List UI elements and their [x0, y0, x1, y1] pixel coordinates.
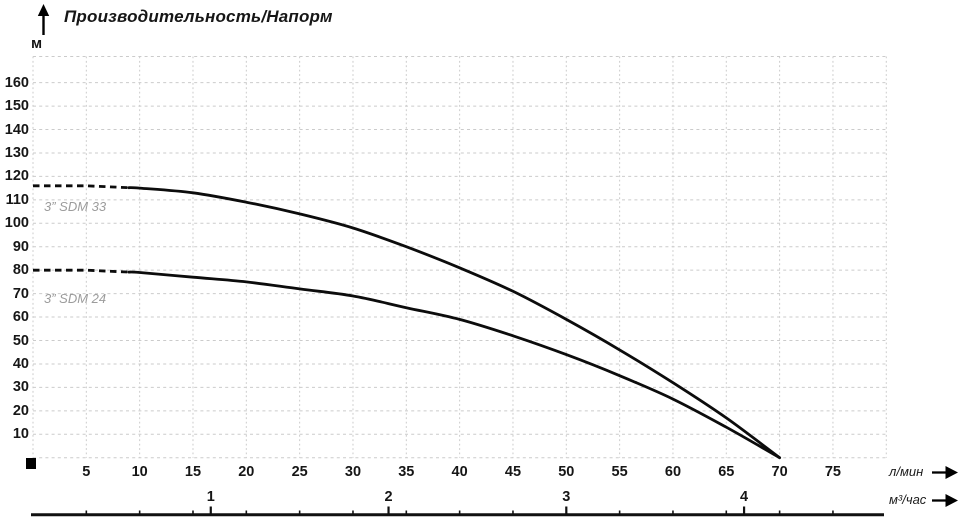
x-tick-label: 30 — [344, 463, 362, 480]
secondary-x-axis-unit-label: м³/час — [889, 492, 927, 507]
y-tick-label: 20 — [12, 402, 29, 419]
curve-1 — [127, 270, 781, 460]
secondary-axis — [31, 506, 884, 517]
y-tick-label: 10 — [12, 426, 29, 443]
y-axis-arrow-icon — [37, 4, 50, 35]
secondary-x-axis-arrow-icon — [932, 494, 958, 507]
x-axis-unit-label: л/мин — [889, 464, 924, 479]
secondary-x-tick-label: 1 — [206, 489, 215, 505]
curves — [33, 184, 781, 460]
x-tick-label: 10 — [131, 463, 148, 480]
x-tick-label: 65 — [718, 463, 735, 480]
chart-title: Производительность/Напорм — [64, 7, 333, 26]
x-tick-label: 45 — [504, 463, 522, 480]
x-tick-label: 5 — [82, 463, 91, 480]
series-label-sdm33: 3” SDM 33 — [44, 199, 107, 214]
x-tick-label: 25 — [291, 463, 308, 480]
y-tick-label: 120 — [4, 168, 29, 185]
x-tick-label: 75 — [824, 463, 841, 480]
x-tick-label: 55 — [611, 463, 628, 480]
x-tick-label: 40 — [451, 463, 468, 480]
grid — [32, 56, 887, 459]
series-label-sdm24: 3” SDM 24 — [44, 291, 107, 306]
y-tick-label: 100 — [4, 215, 29, 232]
secondary-x-tick-label: 3 — [562, 489, 571, 505]
y-tick-label: 30 — [12, 379, 29, 396]
y-tick-label: 40 — [12, 355, 29, 372]
curve-0 — [127, 186, 781, 460]
y-tick-label: 60 — [12, 309, 29, 326]
origin-marker — [26, 458, 36, 469]
y-tick-label: 50 — [12, 332, 29, 349]
x-tick-label: 50 — [558, 463, 575, 480]
x-tick-label: 60 — [664, 463, 682, 480]
curve-dashed-segment-1 — [33, 268, 130, 274]
x-tick-label: 35 — [398, 463, 415, 480]
y-tick-label: 140 — [4, 121, 29, 138]
y-tick-label: 110 — [5, 191, 29, 208]
y-axis-unit-label: м — [31, 35, 43, 52]
y-tick-label: 150 — [4, 98, 29, 115]
curve-dashed-segment-0 — [33, 184, 130, 190]
x-tick-label: 20 — [238, 463, 255, 480]
y-tick-label: 80 — [12, 262, 29, 279]
secondary-x-tick-label: 4 — [740, 489, 749, 505]
secondary-x-tick-label: 2 — [384, 489, 393, 505]
x-axis-arrow-icon — [932, 466, 958, 479]
x-tick-label: 15 — [184, 463, 202, 480]
y-tick-label: 70 — [12, 285, 29, 302]
y-tick-label: 130 — [4, 144, 29, 161]
x-tick-label: 70 — [771, 463, 788, 480]
y-tick-label: 160 — [4, 74, 29, 91]
y-tick-label: 90 — [12, 238, 29, 255]
